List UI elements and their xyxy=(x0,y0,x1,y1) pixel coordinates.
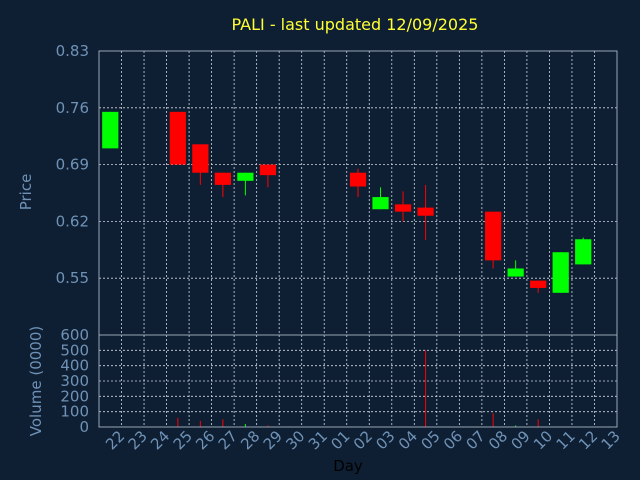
price-grid xyxy=(99,51,617,335)
candle-body xyxy=(417,207,434,216)
candle-body xyxy=(575,239,592,265)
x-axis-label: Day xyxy=(333,457,363,475)
chart-title: PALI - last updated 12/09/2025 xyxy=(232,15,479,34)
price-tick-label: 0.69 xyxy=(56,156,89,174)
price-tick-label: 0.76 xyxy=(56,99,89,117)
volume-grid xyxy=(99,335,617,427)
price-panel: 0.83 0.76 0.69 0.62 0.55 Price xyxy=(17,42,618,336)
volume-tick-label: 600 xyxy=(60,326,89,344)
volume-plot-area xyxy=(99,335,617,427)
price-axis-label: Price xyxy=(17,174,35,211)
price-candles xyxy=(102,111,592,293)
volume-bars xyxy=(177,350,539,427)
volume-frame xyxy=(98,334,618,428)
volume-tick-label: 300 xyxy=(60,372,89,390)
volume-tick-label: 0 xyxy=(79,418,89,436)
candle-body xyxy=(530,280,547,288)
volume-tick-label: 500 xyxy=(60,341,89,359)
candle-body xyxy=(394,204,412,212)
candle-body xyxy=(485,211,502,261)
price-tick-label: 0.55 xyxy=(56,269,89,287)
price-tick-labels: 0.83 0.76 0.69 0.62 0.55 xyxy=(56,42,89,287)
candle-body xyxy=(552,252,569,293)
volume-tick-label: 200 xyxy=(60,387,89,405)
candle-body xyxy=(214,172,231,185)
x-tick-labels: 2223242526272829303101020304050607080910… xyxy=(102,427,624,453)
candle-body xyxy=(102,111,119,149)
price-tick-label: 0.83 xyxy=(56,42,89,60)
price-tick-label: 0.62 xyxy=(56,212,89,230)
volume-tick-label: 100 xyxy=(60,403,89,421)
candle-body xyxy=(372,197,389,210)
candle-body xyxy=(169,111,186,165)
volume-tick-label: 400 xyxy=(60,357,89,375)
candle-body xyxy=(349,172,367,187)
candle-body xyxy=(507,268,524,277)
candle-body xyxy=(192,144,209,173)
candle-body xyxy=(259,164,277,176)
volume-axis-label: Volume (0000) xyxy=(27,326,45,436)
candle-body xyxy=(237,172,254,181)
